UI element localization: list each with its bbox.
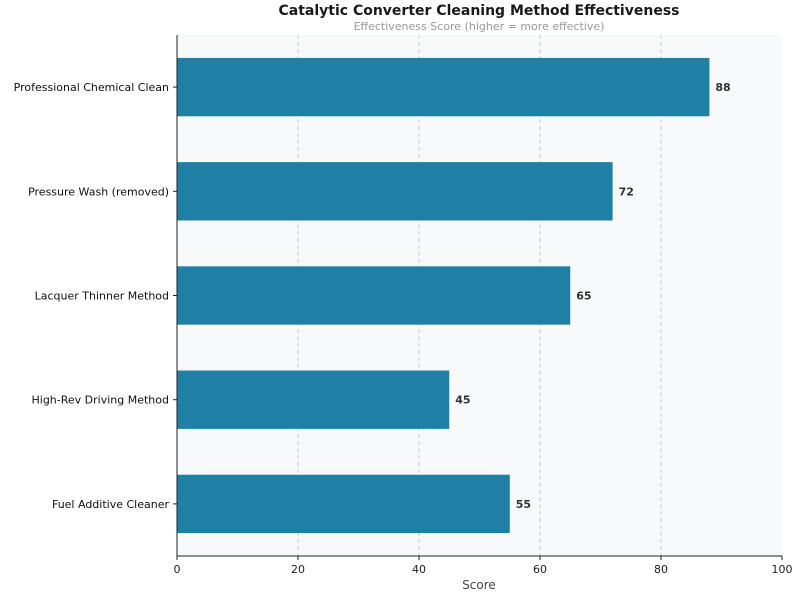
bar (177, 162, 613, 221)
x-tick-label: 100 (772, 563, 793, 576)
x-tick-label: 60 (533, 563, 547, 576)
data-label: 72 (619, 185, 634, 198)
bar (177, 370, 450, 429)
data-label: 88 (715, 81, 730, 94)
chart-title: Catalytic Converter Cleaning Method Effe… (279, 3, 680, 19)
data-label: 55 (516, 498, 531, 511)
x-axis-label: Score (462, 578, 496, 592)
data-label: 45 (455, 394, 470, 407)
y-tick-label: Fuel Additive Cleaner (52, 498, 169, 511)
y-tick-label: Professional Chemical Clean (14, 81, 169, 94)
bar (177, 57, 710, 117)
x-tick-label: 80 (654, 563, 668, 576)
data-label: 65 (576, 290, 591, 303)
x-tick-label: 20 (291, 563, 305, 576)
chart-subtitle: Effectiveness Score (higher = more effec… (354, 20, 605, 33)
bar (177, 474, 510, 534)
x-tick-label: 0 (174, 563, 181, 576)
y-tick-label: Lacquer Thinner Method (35, 290, 169, 303)
x-tick-label: 40 (412, 563, 426, 576)
y-tick-label: High-Rev Driving Method (32, 394, 170, 407)
y-tick-label: Pressure Wash (removed) (28, 185, 169, 198)
bar (177, 266, 571, 325)
